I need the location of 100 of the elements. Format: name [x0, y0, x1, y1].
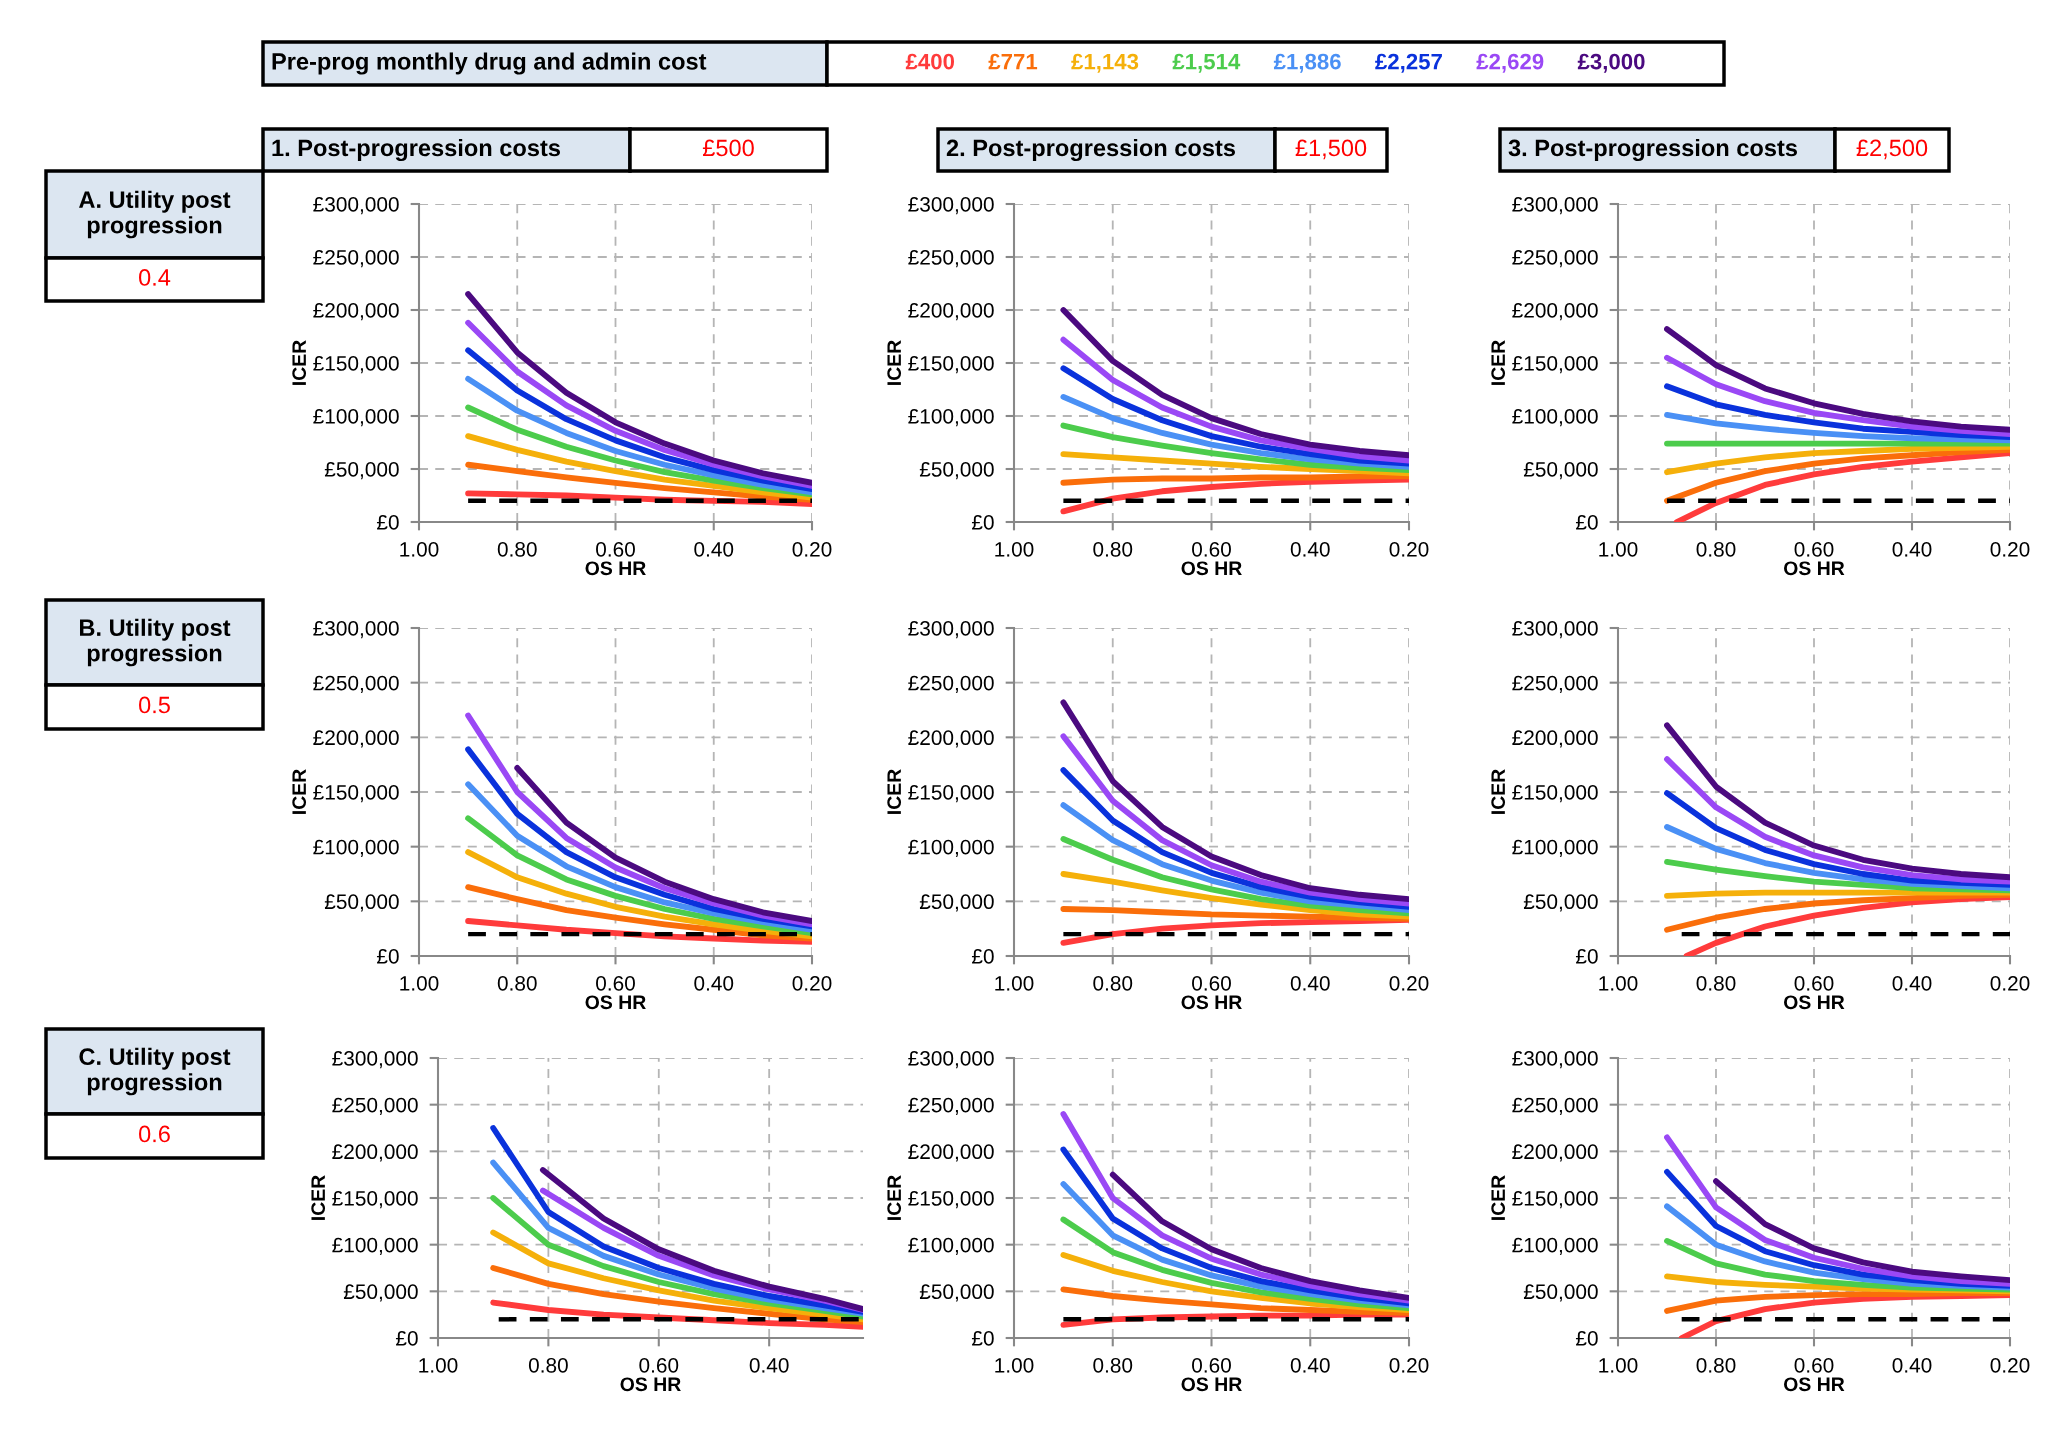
text: £1,143: [1071, 53, 1139, 73]
text: £2,500: [1856, 139, 1928, 160]
y-tick-label: £0: [376, 949, 399, 964]
text: £1,886: [1273, 53, 1341, 73]
x-tick-label: 1.00: [995, 975, 1034, 991]
x-tick-label: 0.20: [1389, 975, 1429, 991]
x-tick-label: 0.60: [1192, 541, 1231, 557]
y-axis-title: ICER: [1491, 769, 1506, 814]
x-axis-title: OS HR: [1181, 561, 1242, 576]
y-tick-label: £250,000: [332, 1097, 418, 1115]
x-tick-label: 0.60: [639, 1357, 679, 1373]
x-tick-label: 1.00: [400, 975, 439, 991]
x-tick-label: 0.40: [694, 541, 734, 557]
text: £2,257: [1375, 53, 1442, 73]
x-tick-label: 0.80: [1696, 541, 1736, 557]
y-tick-label: £200,000: [908, 303, 994, 321]
x-tick-label: 0.40: [749, 1357, 789, 1373]
x-tick-label: 1.00: [419, 1357, 458, 1373]
x-tick-label: 1.00: [995, 541, 1034, 557]
text: 0.6: [139, 1125, 170, 1143]
x-tick-label: 0.20: [1990, 541, 2030, 557]
y-tick-label: £300,000: [313, 197, 399, 215]
y-tick-label: £300,000: [908, 1051, 994, 1069]
x-tick-label: 0.60: [1192, 975, 1231, 991]
y-tick-label: £0: [395, 1331, 418, 1346]
y-tick-label: £200,000: [1512, 730, 1598, 748]
y-tick-label: £250,000: [908, 250, 994, 268]
y-tick-label: £100,000: [313, 409, 399, 427]
y-tick-label: £100,000: [1512, 839, 1598, 857]
x-tick-label: 0.80: [1093, 975, 1133, 991]
x-tick-label: 0.20: [1990, 1357, 2030, 1373]
x-tick-label: 0.80: [497, 541, 537, 557]
x-tick-label: 0.60: [1794, 541, 1834, 557]
y-tick-label: £0: [971, 949, 994, 964]
y-tick-label: £50,000: [919, 1284, 994, 1302]
y-axis-title: ICER: [887, 340, 902, 385]
x-tick-label: 0.40: [1892, 975, 1932, 991]
x-tick-label: 0.40: [1290, 975, 1330, 991]
y-tick-label: £50,000: [324, 462, 399, 480]
x-tick-label: 0.80: [497, 975, 537, 991]
x-tick-label: 0.20: [792, 541, 832, 557]
text: 1. Post-progression costs: [272, 138, 560, 162]
x-tick-label: 1.00: [1599, 975, 1638, 991]
x-axis-title: OS HR: [1784, 561, 1845, 576]
y-tick-label: £150,000: [313, 785, 399, 803]
y-tick-label: £200,000: [1512, 303, 1598, 321]
y-tick-label: £150,000: [1512, 1191, 1598, 1209]
y-tick-label: £200,000: [313, 730, 399, 748]
y-tick-label: £150,000: [313, 356, 399, 374]
x-axis-title: OS HR: [585, 995, 646, 1010]
y-tick-label: £150,000: [908, 356, 994, 374]
y-tick-label: £250,000: [1512, 675, 1598, 693]
text: £400: [905, 53, 955, 70]
x-tick-label: 1.00: [400, 541, 439, 557]
x-tick-label: 0.80: [1093, 1357, 1133, 1373]
x-axis-title: OS HR: [620, 1377, 681, 1392]
y-tick-label: £300,000: [1512, 621, 1598, 639]
text: £3,000: [1577, 53, 1645, 73]
y-tick-label: £100,000: [908, 1237, 994, 1255]
y-axis-title: ICER: [292, 769, 307, 814]
y-tick-label: £300,000: [332, 1051, 418, 1069]
y-tick-label: £300,000: [908, 197, 994, 215]
text: £771: [988, 53, 1038, 70]
x-tick-label: 0.40: [1892, 1357, 1932, 1373]
y-tick-label: £100,000: [313, 839, 399, 857]
y-tick-label: £100,000: [908, 839, 994, 857]
y-tick-label: £300,000: [908, 621, 994, 639]
legend-title: Pre-prog monthly drug and admin cost: [272, 52, 707, 75]
x-axis-title: OS HR: [1784, 1377, 1845, 1392]
x-tick-label: 0.60: [596, 541, 635, 557]
y-tick-label: £50,000: [919, 894, 994, 912]
y-tick-label: £150,000: [332, 1191, 418, 1209]
text: 2. Post-progression costs: [946, 138, 1235, 162]
x-tick-label: 0.20: [792, 975, 832, 991]
y-tick-label: £300,000: [1512, 197, 1598, 215]
y-tick-label: £100,000: [908, 409, 994, 427]
y-tick-label: £0: [376, 515, 399, 530]
x-tick-label: 0.40: [694, 975, 734, 991]
y-tick-label: £50,000: [343, 1284, 418, 1302]
y-tick-label: £50,000: [1523, 462, 1598, 480]
x-tick-label: 0.40: [1892, 541, 1932, 557]
text: 0.4: [139, 269, 171, 286]
text: £1,500: [1295, 139, 1367, 160]
text: A. Utility post progression: [79, 190, 231, 239]
y-axis-title: ICER: [311, 1175, 326, 1220]
y-tick-label: £150,000: [1512, 785, 1598, 803]
text: 0.5: [139, 696, 170, 714]
x-tick-label: 0.20: [1990, 975, 2030, 991]
text: B. Utility post progression: [80, 618, 231, 667]
y-tick-label: £200,000: [313, 303, 399, 321]
x-tick-label: 0.20: [1389, 1357, 1429, 1373]
y-tick-label: £250,000: [908, 675, 994, 693]
y-tick-label: £50,000: [919, 462, 994, 480]
y-tick-label: £0: [1575, 949, 1598, 964]
y-tick-label: £250,000: [1512, 1097, 1598, 1115]
y-tick-label: £200,000: [332, 1144, 418, 1162]
x-tick-label: 0.60: [1794, 975, 1834, 991]
y-tick-label: £250,000: [908, 1097, 994, 1115]
y-tick-label: £50,000: [1523, 1284, 1598, 1302]
y-tick-label: £50,000: [324, 894, 399, 912]
